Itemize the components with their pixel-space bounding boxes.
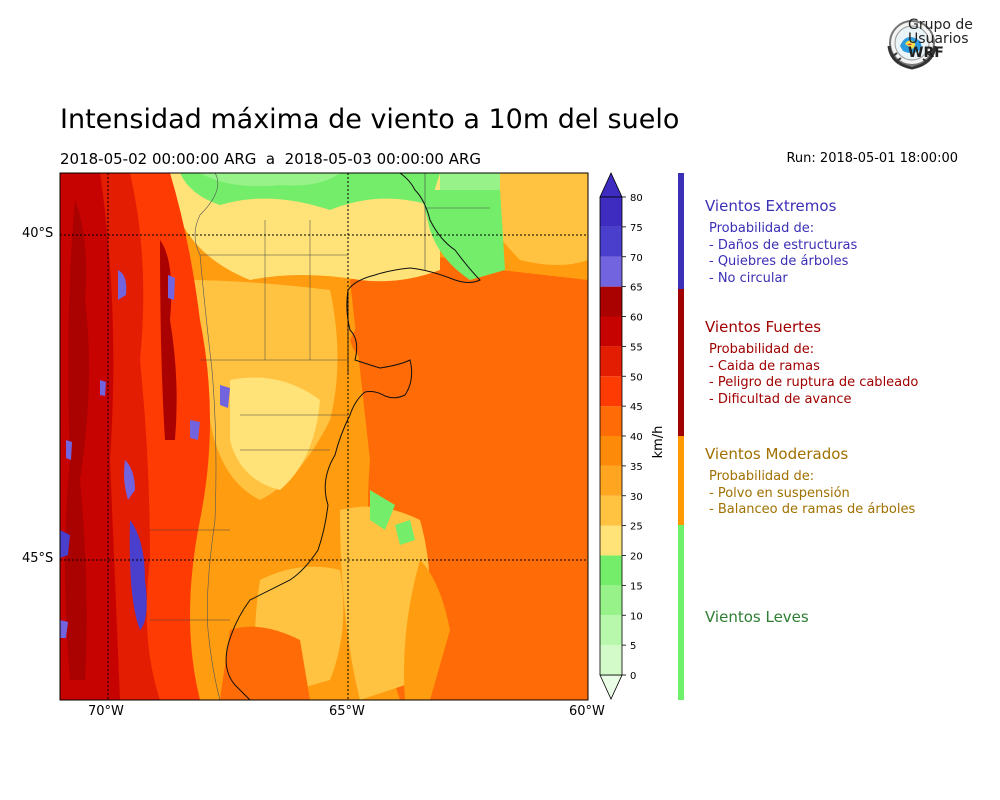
colorbar-blocks <box>599 172 623 700</box>
category-bar-fuertes <box>678 289 684 436</box>
wind-field <box>60 173 588 700</box>
lon-label-65w: 65°W <box>329 704 365 719</box>
category-item: - Polvo en suspensión <box>709 485 850 501</box>
colorbar-tick-label: 30 <box>630 492 643 503</box>
colorbar-band <box>600 197 622 227</box>
colorbar-band <box>600 316 622 347</box>
lat-label-40s: 40°S <box>22 226 54 241</box>
wrf-logo-icon <box>887 20 937 70</box>
colorbar-band <box>600 465 622 496</box>
colorbar-extend-min <box>599 674 623 700</box>
category-leves: Vientos Leves <box>705 608 809 626</box>
map-title: Intensidad máxima de viento a 10m del su… <box>60 104 680 135</box>
colorbar-tick-label: 70 <box>630 253 643 264</box>
map-frame <box>59 172 589 701</box>
colorbar-tick-label: 80 <box>630 193 643 204</box>
colorbar-band <box>600 495 622 526</box>
colorbar-tick-label: 35 <box>630 462 643 473</box>
wind-map <box>59 172 589 701</box>
category-item: - Dificultad de avance <box>709 391 852 407</box>
category-item: - Balanceo de ramas de árboles <box>709 502 916 517</box>
colorbar: 0 5 10 15 20 25 30 35 40 45 50 55 60 65 70 75 80 km/h <box>599 172 666 700</box>
colorbar-tick-label: 55 <box>630 342 643 353</box>
category-item: - Peligro de ruptura de cableado <box>709 375 919 390</box>
category-item: - Daños de estructuras <box>709 237 858 253</box>
colorbar-tick-label: 65 <box>630 283 643 294</box>
colorbar-band <box>600 436 622 466</box>
colorbar-tick-label: 20 <box>630 552 643 563</box>
colorbar-tick-label: 45 <box>630 402 643 413</box>
category-bar <box>678 173 684 700</box>
category-bar-extremos <box>678 173 684 289</box>
category-item: - Quiebres de árboles <box>709 254 849 269</box>
colorbar-band <box>600 226 622 257</box>
category-heading: Probabilidad de: <box>709 221 815 236</box>
run-label: Run: 2018-05-01 18:00:00 <box>786 151 958 166</box>
category-item: - No circular <box>709 270 788 286</box>
colorbar-tick-label: 40 <box>630 432 643 443</box>
colorbar-band <box>600 615 622 646</box>
category-item: - Caida de ramas <box>709 358 820 374</box>
category-title: Vientos Moderados <box>705 445 849 463</box>
colorbar-tick-label: 0 <box>630 671 636 682</box>
category-bar-leves <box>678 525 684 700</box>
colorbar-extend-max <box>599 172 623 198</box>
colorbar-tick-label: 5 <box>630 641 636 652</box>
category-fuertes: Vientos Fuertes Probabilidad de: - Caida… <box>705 318 918 408</box>
logo-line-1: Grupo de <box>908 17 973 33</box>
colorbar-band <box>600 346 622 377</box>
graticule <box>60 173 588 700</box>
colorbar-band <box>600 376 622 407</box>
category-heading: Probabilidad de: <box>709 469 815 484</box>
colorbar-tick-label: 10 <box>630 611 643 622</box>
category-bar-moderados <box>678 436 684 525</box>
category-description: Probabilidad de: - Polvo en suspensión -… <box>709 469 915 519</box>
category-extremos: Vientos Extremos Probabilidad de: - Daño… <box>705 197 857 287</box>
colorbar-band <box>600 525 622 556</box>
colorbar-band <box>600 585 622 616</box>
category-moderados: Vientos Moderados Probabilidad de: - Pol… <box>705 445 915 519</box>
logo-line-3: WRF <box>908 45 944 61</box>
logo-text: Grupo de Usuarios WRF <box>908 18 973 60</box>
colorbar-tick-label: 15 <box>630 581 643 592</box>
colorbar-ticks: 0 5 10 15 20 25 30 35 40 45 50 55 60 65 70 75 80 <box>622 193 643 682</box>
category-title: Vientos Fuertes <box>705 318 822 336</box>
category-heading: Probabilidad de: <box>709 342 815 357</box>
category-title: Vientos Extremos <box>705 197 837 215</box>
colorbar-band <box>600 286 622 317</box>
colorbar-tick-label: 50 <box>630 372 643 383</box>
colorbar-band <box>600 406 622 436</box>
colorbar-unit: km/h <box>651 426 666 459</box>
date-range: 2018-05-02 00:00:00 ARG a 2018-05-03 00:… <box>60 150 482 168</box>
category-title: Vientos Leves <box>705 608 809 626</box>
colorbar-band <box>600 555 622 586</box>
lon-label-70w: 70°W <box>88 704 124 719</box>
category-description: Probabilidad de: - Daños de estructuras … <box>709 221 857 287</box>
lon-label-60w: 60°W <box>569 704 605 719</box>
category-description: Probabilidad de: - Caida de ramas - Peli… <box>709 342 918 408</box>
colorbar-tick-label: 75 <box>630 223 643 234</box>
colorbar-band <box>600 256 622 287</box>
colorbar-tick-label: 60 <box>630 313 643 324</box>
colorbar-band <box>600 645 622 675</box>
lat-label-45s: 45°S <box>22 551 54 566</box>
logo-line-2: Usuarios <box>908 31 969 47</box>
coastline <box>150 173 490 700</box>
colorbar-tick-label: 25 <box>630 522 643 533</box>
